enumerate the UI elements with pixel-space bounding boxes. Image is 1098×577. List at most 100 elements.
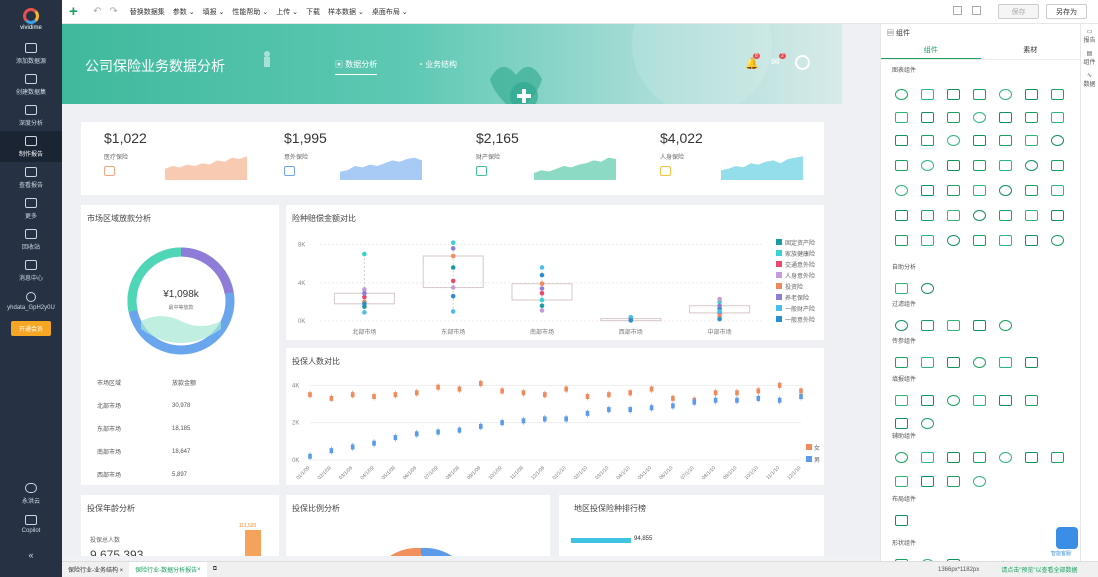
component-icon[interactable]	[895, 160, 908, 171]
app-logo[interactable]: vividime	[0, 0, 62, 38]
data-point[interactable]	[450, 293, 456, 299]
component-icon[interactable]	[947, 395, 960, 406]
save-as-button[interactable]: 另存为	[1046, 4, 1087, 19]
data-point[interactable]	[799, 394, 803, 400]
component-icon[interactable]	[947, 210, 960, 221]
component-icon[interactable]	[973, 452, 986, 463]
data-point[interactable]	[362, 251, 367, 257]
data-point[interactable]	[500, 420, 504, 426]
component-icon[interactable]	[921, 185, 934, 196]
component-icon[interactable]	[947, 235, 960, 246]
avatar[interactable]	[795, 55, 810, 70]
menu-fill[interactable]: 填报 ⌄	[202, 8, 225, 16]
component-icon[interactable]	[973, 320, 986, 331]
data-point[interactable]	[478, 380, 483, 386]
component-icon[interactable]	[921, 283, 934, 294]
component-icon[interactable]	[1051, 89, 1064, 100]
component-icon[interactable]	[1025, 160, 1038, 171]
component-icon[interactable]	[999, 395, 1012, 406]
nav-view-report[interactable]: 查看报告	[0, 162, 62, 193]
data-point[interactable]	[628, 390, 633, 396]
data-point[interactable]	[717, 296, 722, 302]
data-point[interactable]	[692, 399, 697, 405]
data-point[interactable]	[350, 444, 355, 450]
data-point[interactable]	[649, 405, 654, 411]
data-point[interactable]	[539, 265, 545, 270]
data-point[interactable]	[414, 390, 419, 396]
component-icon[interactable]	[947, 89, 960, 100]
data-point[interactable]	[539, 303, 545, 309]
data-point[interactable]	[735, 397, 739, 403]
component-icon[interactable]	[895, 135, 908, 146]
data-point[interactable]	[539, 272, 545, 278]
data-point[interactable]	[450, 285, 456, 290]
component-icon[interactable]	[921, 89, 934, 100]
menu-replace-dataset[interactable]: 替换数据集	[129, 8, 165, 16]
component-icon[interactable]	[1051, 160, 1064, 171]
component-icon[interactable]	[895, 357, 908, 368]
nav-create-dataset[interactable]: 创建数据集	[0, 69, 62, 100]
data-point[interactable]	[539, 281, 545, 287]
component-icon[interactable]	[973, 357, 986, 368]
nav-messages[interactable]: 消息中心	[0, 255, 62, 286]
nav-make-report[interactable]: 制作报告	[0, 131, 62, 162]
data-point[interactable]	[539, 286, 545, 291]
data-point[interactable]	[756, 388, 761, 394]
vip-button[interactable]: 开通会员	[11, 321, 51, 336]
component-icon[interactable]	[895, 515, 908, 526]
component-icon[interactable]	[921, 395, 934, 406]
data-point[interactable]	[521, 418, 526, 424]
component-icon[interactable]	[1051, 112, 1064, 123]
nav-copilot[interactable]: Copilot	[0, 509, 62, 540]
data-point[interactable]	[717, 303, 722, 309]
data-point[interactable]	[717, 309, 722, 314]
component-icon[interactable]	[921, 210, 934, 221]
preview-icon[interactable]	[972, 6, 981, 15]
component-icon[interactable]	[921, 160, 934, 171]
add-icon[interactable]: +	[69, 3, 78, 20]
data-point[interactable]	[329, 395, 334, 401]
save-button[interactable]: 保存	[998, 4, 1039, 19]
component-icon[interactable]	[895, 452, 908, 463]
component-icon[interactable]	[973, 476, 986, 487]
nav-add-datasource[interactable]: 添加数据源	[0, 38, 62, 69]
component-icon[interactable]	[921, 320, 934, 331]
data-point[interactable]	[543, 392, 547, 398]
component-icon[interactable]	[1025, 112, 1038, 123]
menu-params[interactable]: 参数 ⌄	[172, 8, 195, 16]
component-icon[interactable]	[999, 135, 1012, 146]
data-point[interactable]	[372, 394, 376, 400]
component-icon[interactable]	[947, 135, 960, 146]
data-point[interactable]	[756, 395, 761, 401]
component-icon[interactable]	[1025, 452, 1038, 463]
component-icon[interactable]	[999, 320, 1012, 331]
nav-cloud[interactable]: 永洪云	[0, 478, 62, 509]
component-icon[interactable]	[947, 357, 960, 368]
component-icon[interactable]	[1025, 210, 1038, 221]
component-icon[interactable]	[895, 89, 908, 100]
component-icon[interactable]	[947, 476, 960, 487]
component-icon[interactable]	[999, 185, 1012, 196]
nav-more[interactable]: 更多	[0, 193, 62, 224]
component-icon[interactable]	[1025, 89, 1038, 100]
save-icon[interactable]	[953, 6, 962, 15]
strip-report[interactable]: ▭ 报告	[1083, 29, 1096, 44]
data-point[interactable]	[735, 390, 739, 396]
menu-download[interactable]: 下载	[306, 8, 321, 16]
component-icon[interactable]	[895, 320, 908, 331]
component-icon[interactable]	[921, 452, 934, 463]
data-point[interactable]	[543, 416, 547, 422]
data-point[interactable]	[671, 403, 675, 409]
data-point[interactable]	[521, 390, 526, 396]
strip-data[interactable]: ∿ 数据	[1083, 73, 1096, 88]
data-point[interactable]	[628, 407, 633, 413]
nav-trash[interactable]: 回收站	[0, 224, 62, 255]
data-point[interactable]	[414, 431, 419, 437]
component-icon[interactable]	[973, 135, 986, 146]
component-icon[interactable]	[895, 112, 908, 123]
assistant-icon[interactable]	[1056, 527, 1078, 549]
component-icon[interactable]	[999, 357, 1012, 368]
component-icon[interactable]	[973, 185, 986, 196]
data-point[interactable]	[393, 392, 398, 398]
component-icon[interactable]	[947, 320, 960, 331]
